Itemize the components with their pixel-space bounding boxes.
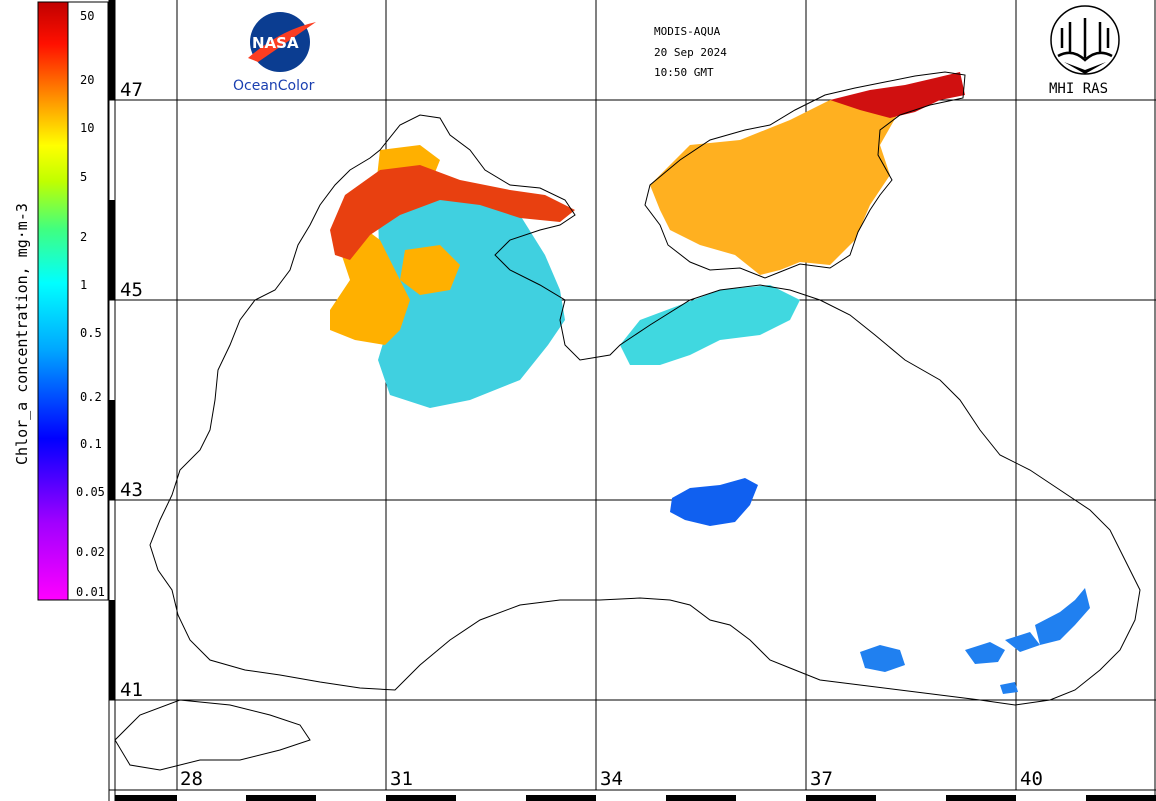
lat-label-41: 41: [120, 679, 143, 701]
longitude-labels: 28 31 34 37 40: [180, 768, 1043, 790]
kerch-south: [620, 285, 800, 365]
chlorophyll-patches: [330, 72, 1090, 694]
colorbar-tick: 0.1: [80, 437, 102, 451]
date-label: 20 Sep 2024: [654, 46, 727, 59]
colorbar: Chlor_a concentration, mg·m-3 50 20 10 5…: [13, 1, 109, 601]
northwest-shelf-high: [330, 165, 575, 260]
southeast-blue-1: [860, 645, 905, 672]
lon-label-34: 34: [600, 768, 623, 790]
colorbar-ticks: 50 20 10 5 2 1 0.5 0.2 0.1 0.05 0.02 0.0…: [76, 9, 105, 599]
colorbar-tick: 0.05: [76, 485, 105, 499]
lat-label-45: 45: [120, 279, 143, 301]
graticule: [109, 0, 1156, 790]
sensor-label: MODIS-AQUA: [654, 25, 721, 38]
coastline: [114, 71, 1141, 771]
lat-label-43: 43: [120, 479, 143, 501]
map-frame: [108, 0, 1156, 801]
central-blue: [670, 478, 758, 526]
nasa-swoosh-icon: [248, 22, 316, 62]
scale-bar-left: [109, 0, 115, 700]
colorbar-tick: 5: [80, 170, 87, 184]
colorbar-title: Chlor_a concentration, mg·m-3: [13, 203, 31, 465]
latitude-labels: 47 45 43 41: [120, 79, 143, 701]
lon-label-40: 40: [1020, 768, 1043, 790]
colorbar-tick: 20: [80, 73, 94, 87]
lon-label-37: 37: [810, 768, 833, 790]
mhi-caption: MHI RAS: [1049, 81, 1108, 97]
lon-label-28: 28: [180, 768, 203, 790]
azov-coast: [644, 71, 966, 279]
colorbar-tick: 50: [80, 9, 94, 23]
colorbar-tick: 0.01: [76, 585, 105, 599]
black-sea-coast: [149, 114, 1141, 706]
colorbar-tick: 2: [80, 230, 87, 244]
southeast-blue-3: [1035, 588, 1090, 645]
nasa-logo-text: NASA: [252, 34, 299, 52]
southeast-blue-2: [965, 642, 1005, 664]
colorbar-tick: 0.2: [80, 390, 102, 404]
nasa-logo: NASA OceanColor: [233, 12, 316, 94]
scale-bar-bottom: [115, 795, 1156, 801]
colorbar-gradient: [37, 1, 69, 601]
time-label: 10:50 GMT: [654, 66, 714, 79]
colorbar-tick: 0.5: [80, 326, 102, 340]
colorbar-tick: 1: [80, 278, 87, 292]
mhi-wave-icon: [1057, 18, 1113, 62]
southeast-blue-5: [1000, 682, 1018, 694]
southeast-blue-4: [1005, 632, 1040, 652]
lat-label-47: 47: [120, 79, 143, 101]
oceancolor-caption: OceanColor: [233, 78, 315, 94]
northwest-shelf-mid-3: [400, 245, 460, 295]
bosphorus-coast: [114, 699, 311, 771]
azov-sea-high: [830, 72, 965, 118]
colorbar-tick: 0.02: [76, 545, 105, 559]
azov-sea: [650, 95, 900, 275]
mhi-logo: MHI RAS: [1049, 5, 1120, 97]
colorbar-tick: 10: [80, 121, 94, 135]
image-header: MODIS-AQUA 20 Sep 2024 10:50 GMT: [654, 25, 727, 79]
lon-label-31: 31: [390, 768, 413, 790]
